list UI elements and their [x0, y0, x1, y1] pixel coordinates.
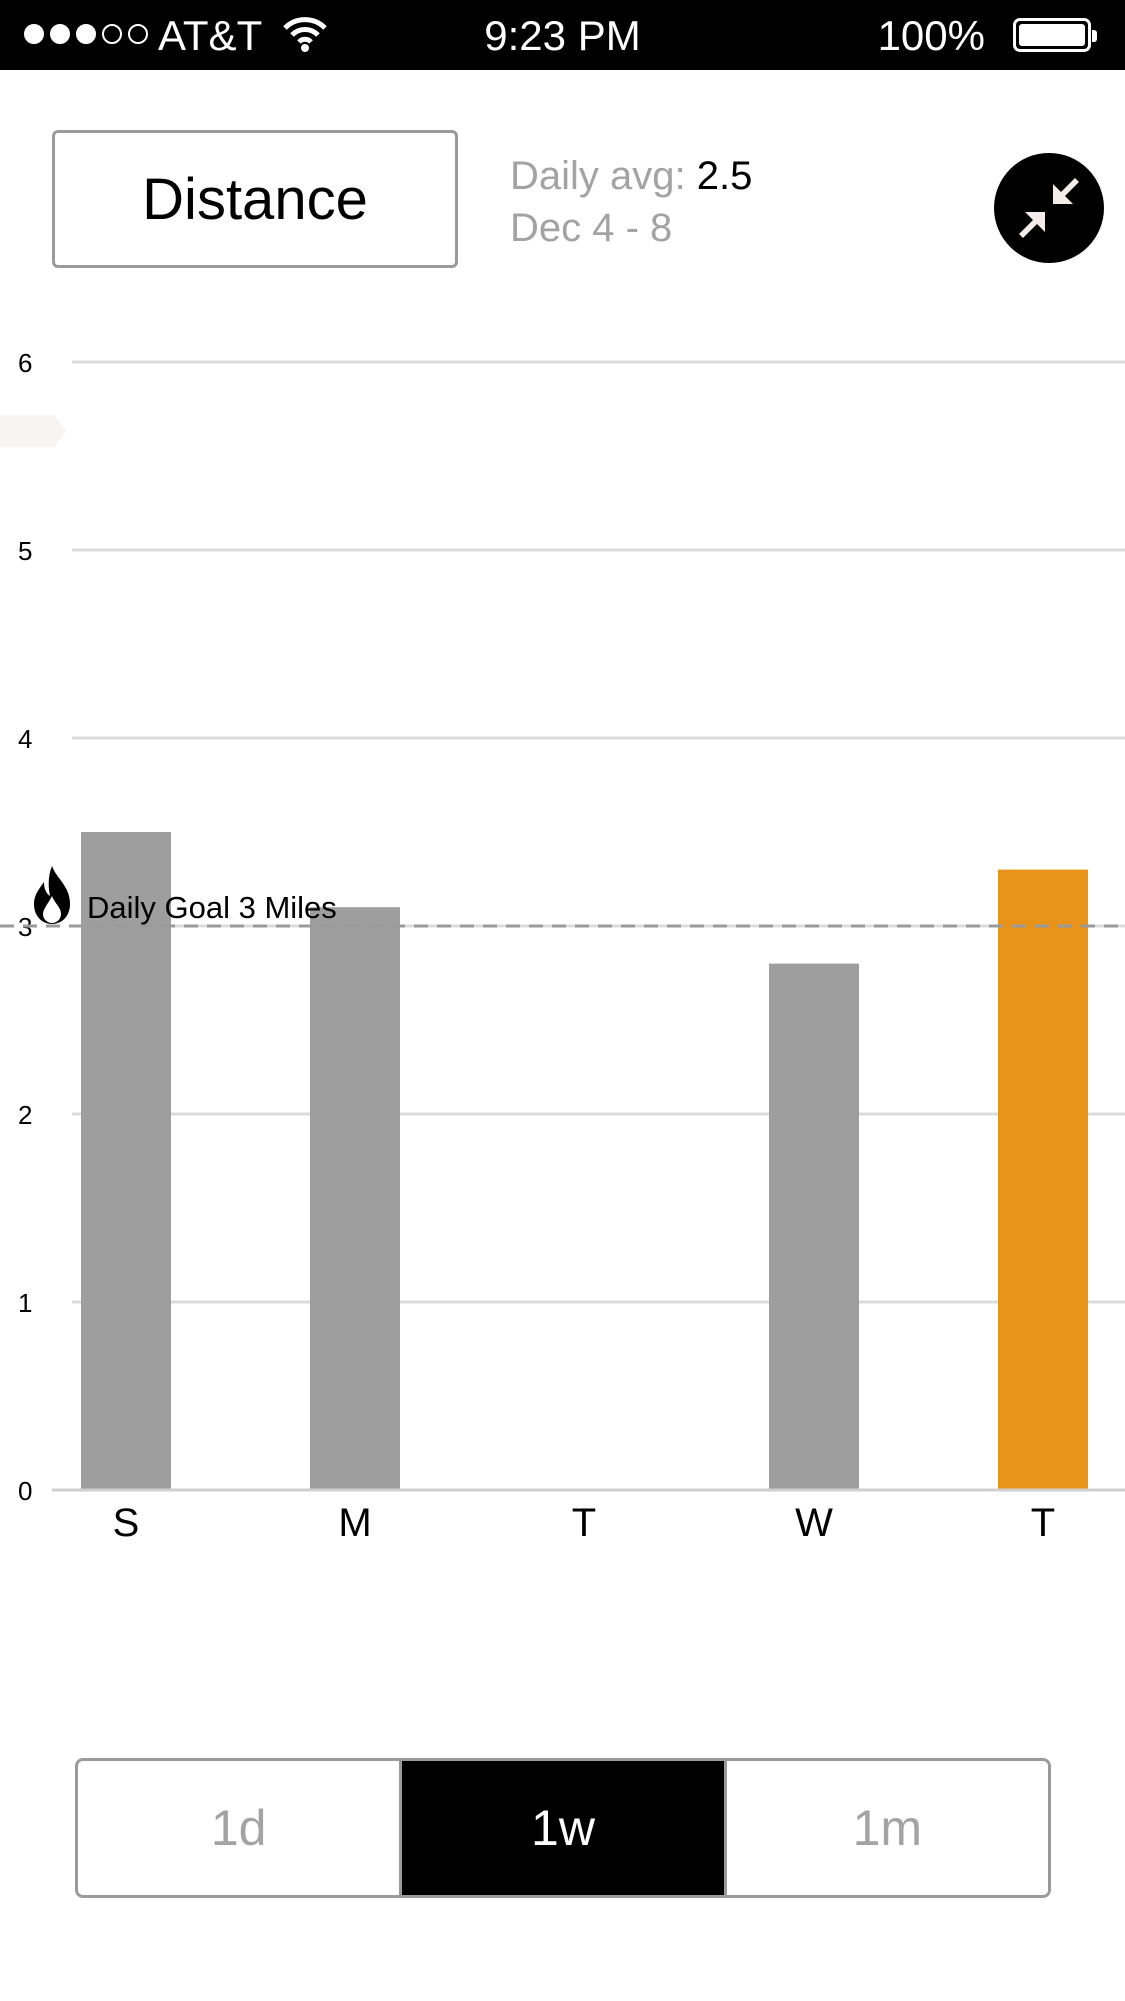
range-tab-1w[interactable]: 1w [399, 1761, 724, 1895]
chart-bar [310, 907, 400, 1490]
signal-dot [50, 24, 70, 44]
status-bar: AT&T 9:23 PM 100% [0, 0, 1125, 70]
chart-bar [769, 963, 859, 1490]
range-tab-1m[interactable]: 1m [723, 1761, 1048, 1895]
y-tick-label: 6 [18, 348, 32, 378]
signal-dot [76, 24, 96, 44]
y-tick-label: 4 [18, 724, 32, 754]
y-tick-label: 5 [18, 536, 32, 566]
signal-strength-icon [24, 24, 148, 44]
signal-dot [24, 24, 44, 44]
status-time: 9:23 PM [484, 12, 641, 59]
daily-avg-value: 2.5 [696, 154, 753, 198]
y-tick-label: 2 [18, 1100, 32, 1130]
x-tick-label: W [795, 1501, 833, 1545]
wifi-icon [283, 17, 327, 52]
range-tab-1d[interactable]: 1d [78, 1761, 400, 1895]
y-tick-label: 0 [18, 1476, 32, 1506]
battery-icon [1013, 18, 1097, 52]
y-tick-label: 1 [18, 1288, 32, 1318]
signal-dot [128, 24, 148, 44]
date-range: Dec 4 - 8 [510, 206, 673, 250]
x-tick-label: T [1031, 1501, 1055, 1545]
collapse-button[interactable] [994, 153, 1104, 263]
chart-bar [81, 832, 171, 1490]
x-tick-label: S [113, 1501, 140, 1545]
signal-dot [102, 24, 122, 44]
collapse-arrows-icon [1019, 178, 1079, 238]
flame-icon [34, 866, 70, 924]
x-tick-label: M [338, 1501, 371, 1545]
chart-gridlines [72, 360, 1125, 1304]
chart-bar [998, 869, 1088, 1490]
chart-side-marker [0, 415, 66, 447]
battery-percentage: 100% [877, 12, 985, 59]
x-tick-label: T [572, 1501, 596, 1545]
carrier-name: AT&T [158, 12, 263, 59]
summary-block: Daily avg: 2.5 Dec 4 - 8 [510, 150, 752, 254]
time-range-control: 1d 1w 1m [75, 1758, 1051, 1898]
daily-avg-label: Daily avg: [510, 154, 686, 198]
daily-goal-label: Daily Goal 3 Miles [87, 890, 337, 925]
chart-bars [81, 832, 1088, 1490]
metric-selector-button[interactable]: Distance [52, 130, 458, 268]
